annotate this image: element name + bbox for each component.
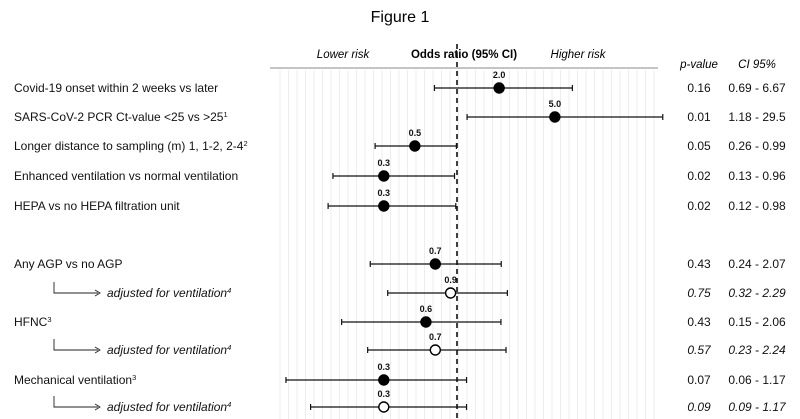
or-value-label: 0.7 bbox=[429, 332, 442, 342]
arrow-head-icon bbox=[94, 346, 101, 354]
forest-row: SARS-CoV-2 PCR Ct-value <25 vs >251 5.0 0.… bbox=[14, 99, 786, 124]
or-value-label: 0.3 bbox=[378, 188, 391, 198]
p-value: 0.43 bbox=[687, 257, 711, 271]
forest-row: Longer distance to sampling (m) 1, 1-2, … bbox=[14, 128, 786, 153]
forest-row: Enhanced ventilation vs normal ventilati… bbox=[14, 158, 786, 183]
p-value: 0.16 bbox=[687, 81, 711, 95]
point-estimate bbox=[409, 140, 421, 152]
ci-value: 0.12 - 0.98 bbox=[728, 199, 786, 213]
footnote-marker: 4 bbox=[227, 343, 231, 352]
footnote-marker: 3 bbox=[47, 315, 51, 324]
footnote-marker: 3 bbox=[132, 373, 136, 382]
p-value: 0.09 bbox=[687, 400, 711, 414]
row-label: Longer distance to sampling (m) 1, 1-2, … bbox=[14, 139, 248, 154]
header-ci-95: CI 95% bbox=[738, 59, 776, 71]
footnote-marker: 1 bbox=[223, 110, 227, 119]
row-label: Any AGP vs no AGP bbox=[14, 257, 123, 271]
ci-value: 0.06 - 1.17 bbox=[728, 373, 786, 387]
header-odds-ratio: Odds ratio (95% CI) bbox=[411, 49, 517, 61]
adjusted-connector bbox=[53, 339, 98, 351]
p-value: 0.07 bbox=[687, 373, 711, 387]
point-estimate bbox=[378, 170, 390, 182]
p-value: 0.05 bbox=[687, 139, 711, 153]
ci-value: 0.26 - 0.99 bbox=[728, 139, 786, 153]
header-higher-risk: Higher risk bbox=[551, 49, 607, 61]
point-estimate bbox=[420, 316, 432, 328]
row-label: Enhanced ventilation vs normal ventilati… bbox=[14, 169, 238, 183]
point-estimate-open bbox=[444, 287, 457, 299]
or-value-label: 0.6 bbox=[420, 304, 433, 314]
row-label: HFNC3 bbox=[14, 315, 52, 330]
forest-row: Covid-19 onset within 2 weeks vs later 2.… bbox=[14, 70, 786, 95]
or-value-label: 0.3 bbox=[378, 158, 391, 168]
or-value-label: 0.7 bbox=[429, 246, 442, 256]
point-estimate bbox=[378, 200, 390, 212]
row-label: Covid-19 onset within 2 weeks vs later bbox=[14, 81, 218, 95]
p-value: 0.01 bbox=[687, 110, 711, 124]
or-value-label: 2.0 bbox=[493, 70, 506, 80]
forest-row: HFNC3 0.6 0.43 0.15 - 2.06 bbox=[14, 304, 786, 329]
p-value: 0.02 bbox=[687, 199, 711, 213]
forest-row: adjusted for ventilation4 0.7 0.57 0.23 - 2… bbox=[53, 332, 786, 358]
ci-value: 0.24 - 2.07 bbox=[728, 257, 786, 271]
forest-row: HEPA vs no HEPA filtration unit 0.3 0.02 0.… bbox=[14, 188, 786, 213]
or-value-label: 0.3 bbox=[378, 362, 391, 372]
footnote-marker: 4 bbox=[227, 286, 231, 295]
grid-lines bbox=[279, 70, 655, 419]
or-value-label: 0.3 bbox=[378, 389, 391, 399]
or-value-label: 0.9 bbox=[444, 275, 457, 285]
ci-value: 0.32 - 2.29 bbox=[728, 286, 786, 300]
row-label: SARS-CoV-2 PCR Ct-value <25 vs >251 bbox=[14, 110, 228, 125]
arrow-head-icon bbox=[94, 289, 101, 297]
row-label: adjusted for ventilation4 bbox=[107, 343, 231, 358]
ci-value: 0.09 - 1.17 bbox=[728, 400, 787, 414]
ci-value: 0.15 - 2.06 bbox=[728, 315, 786, 329]
point-estimate bbox=[429, 258, 442, 270]
footnote-marker: 4 bbox=[227, 400, 231, 409]
point-estimate bbox=[549, 111, 561, 123]
forest-row: adjusted for ventilation4 0.3 0.09 0.09 - 1… bbox=[53, 389, 787, 415]
row-label: Mechanical ventilation3 bbox=[14, 373, 136, 388]
header-p-value: p-value bbox=[679, 59, 718, 71]
adjusted-connector bbox=[53, 396, 98, 408]
ci-value: 0.13 - 0.96 bbox=[728, 169, 786, 183]
point-estimate bbox=[493, 82, 505, 94]
point-estimate-open bbox=[429, 344, 442, 356]
arrow-head-icon bbox=[94, 403, 101, 411]
row-label: HEPA vs no HEPA filtration unit bbox=[14, 199, 180, 213]
row-label: adjusted for ventilation4 bbox=[107, 400, 231, 415]
p-value: 0.57 bbox=[687, 343, 712, 357]
or-value-label: 5.0 bbox=[549, 99, 562, 109]
footnote-marker: 2 bbox=[243, 139, 247, 148]
ci-value: 0.69 - 6.67 bbox=[728, 81, 786, 95]
p-value: 0.02 bbox=[687, 169, 711, 183]
forest-row: Mechanical ventilation3 0.3 0.07 0.06 - 1.1… bbox=[14, 362, 786, 387]
point-estimate bbox=[378, 374, 390, 386]
point-estimate-open bbox=[378, 401, 390, 413]
or-value-label: 0.5 bbox=[409, 128, 422, 138]
ci-value: 0.23 - 2.24 bbox=[728, 343, 786, 357]
figure-title: Figure 1 bbox=[371, 9, 430, 26]
header-lower-risk: Lower risk bbox=[317, 49, 371, 61]
forest-row: adjusted for ventilation4 0.9 0.75 0.32 - 2… bbox=[53, 275, 786, 301]
p-value: 0.43 bbox=[687, 315, 711, 329]
adjusted-connector bbox=[53, 282, 98, 294]
forest-rows: Covid-19 onset within 2 weeks vs later 2.… bbox=[14, 70, 787, 414]
row-label: adjusted for ventilation4 bbox=[107, 286, 231, 301]
forest-row: Any AGP vs no AGP 0.7 0.43 0.24 - 2.07 bbox=[14, 246, 786, 271]
ci-value: 1.18 - 29.5 bbox=[728, 110, 786, 124]
p-value: 0.75 bbox=[687, 286, 711, 300]
